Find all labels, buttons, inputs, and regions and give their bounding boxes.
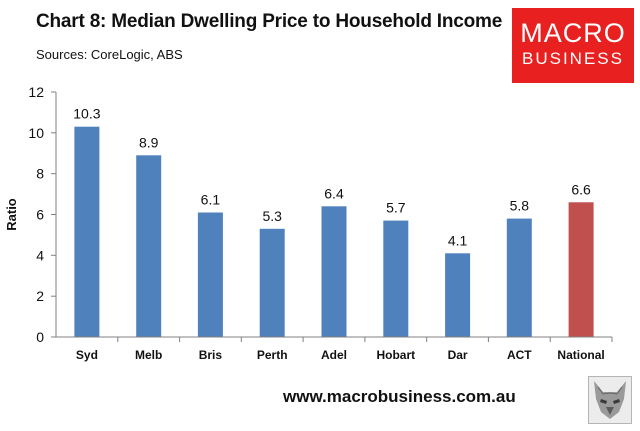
y-tick-label-4: 4 [36,247,44,263]
x-tick-label-perth: Perth [257,348,288,362]
bar-act [506,218,532,337]
bar-chart: Syd Melb Bris Perth Adel Hobart Dar ACT National… [4,84,613,362]
x-tick-label-dar: Dar [448,348,468,362]
logo-line-2: BUSINESS [522,49,624,68]
data-label-syd: 10.3 [73,106,100,122]
chart-source: Sources: CoreLogic, ABS [36,47,183,62]
y-tick-label-0: 0 [36,329,44,345]
bar-bris [197,212,223,337]
y-tick-label-6: 6 [36,207,44,223]
data-labels: 10.3 8.9 6.1 5.3 6.4 5.7 4.1 5.8 6.6 [73,106,591,249]
bar-perth [259,228,285,337]
bar-dar [445,253,471,337]
chart-title: Chart 8: Median Dwelling Price to Househ… [36,11,503,32]
bar-syd [74,126,100,337]
footer-url: www.macrobusiness.com.au [283,387,516,406]
bar-melb [136,155,162,337]
data-label-adel: 6.4 [324,185,344,201]
data-label-bris: 6.1 [201,192,221,208]
data-label-perth: 5.3 [262,208,282,224]
y-tick-label-2: 2 [36,288,44,304]
bars [74,126,594,337]
data-label-hobart: 5.7 [386,200,406,216]
x-tick-label-act: ACT [507,348,532,362]
axes: Syd Melb Bris Perth Adel Hobart Dar ACT National… [4,84,613,362]
x-tick-label-melb: Melb [135,348,162,362]
y-axis-title: Ratio [4,198,19,231]
x-tick-label-syd: Syd [76,348,98,362]
y-tick-label-10: 10 [28,125,44,141]
wolf-icon [588,376,632,424]
x-tick-label-national: National [557,348,604,362]
bar-adel [321,206,347,337]
y-tick-label-8: 8 [36,166,44,182]
bar-hobart [383,220,409,337]
bar-national [568,202,594,337]
data-label-dar: 4.1 [448,232,468,248]
data-label-melb: 8.9 [139,134,159,150]
x-tick-label-bris: Bris [199,348,223,362]
data-label-act: 5.8 [510,198,530,214]
logo-line-1: MACRO [520,18,626,48]
y-tick-label-12: 12 [28,84,44,100]
x-tick-label-adel: Adel [321,348,347,362]
data-label-national: 6.6 [571,181,591,197]
x-tick-label-hobart: Hobart [376,348,415,362]
macrobusiness-logo: MACRO BUSINESS [512,8,634,83]
